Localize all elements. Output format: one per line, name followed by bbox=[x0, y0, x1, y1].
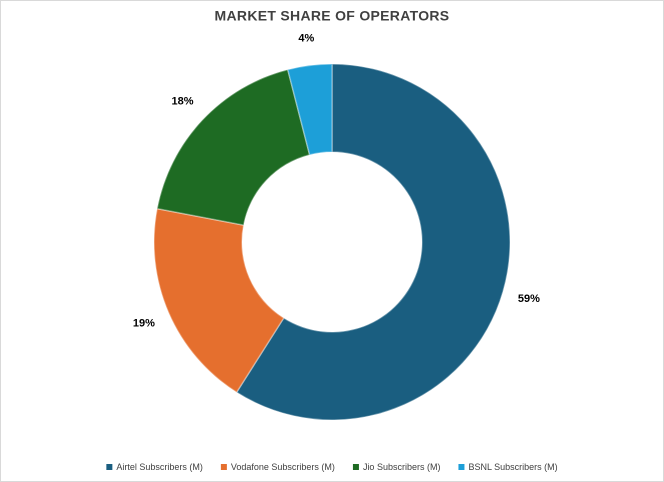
slice bbox=[156, 68, 311, 227]
legend-swatch bbox=[106, 464, 113, 470]
legend-swatch bbox=[352, 464, 359, 470]
legend-swatch bbox=[220, 464, 227, 470]
legend-label: BSNL Subscribers (M) bbox=[468, 462, 557, 472]
legend-swatch bbox=[458, 464, 465, 470]
data-label: 4% bbox=[298, 33, 314, 45]
data-label: 59% bbox=[518, 293, 540, 305]
chart-title: MARKET SHARE OF OPERATORS bbox=[215, 8, 450, 24]
legend-label: Vodafone Subscribers (M) bbox=[231, 462, 335, 472]
slice bbox=[286, 63, 333, 156]
legend-label: Airtel Subscribers (M) bbox=[116, 462, 203, 472]
data-label: 18% bbox=[172, 96, 194, 108]
data-label: 19% bbox=[133, 317, 155, 329]
slice bbox=[153, 207, 285, 394]
legend-label: Jio Subscribers (M) bbox=[363, 462, 441, 472]
slice bbox=[235, 63, 511, 421]
